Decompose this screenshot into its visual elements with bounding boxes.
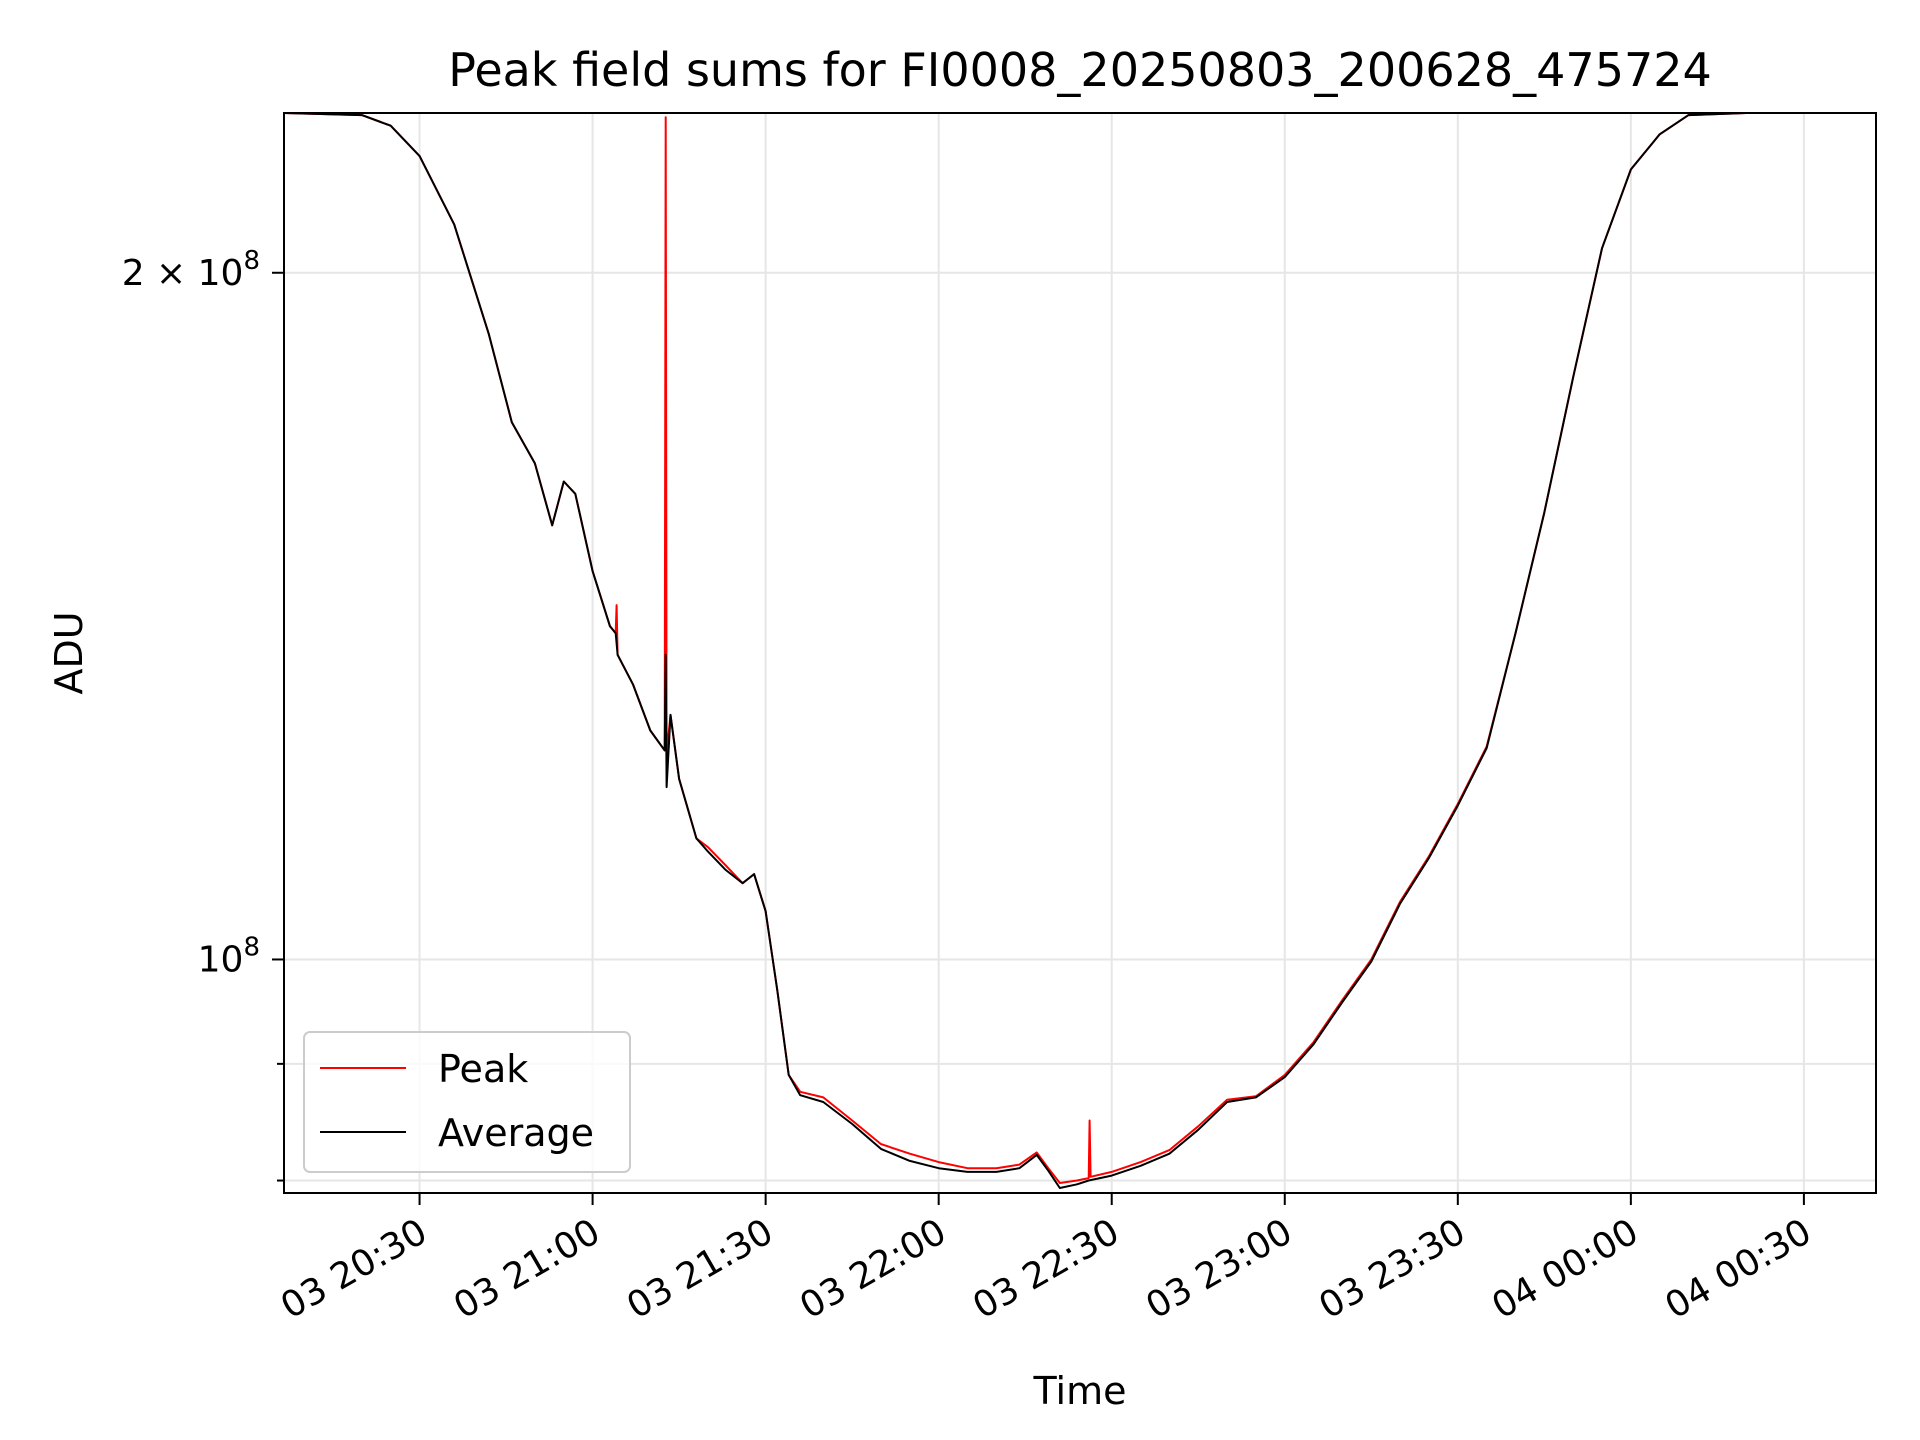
x-tick-label: 03 23:00 bbox=[1139, 1211, 1299, 1327]
x-tick-label: 04 00:30 bbox=[1658, 1211, 1818, 1327]
y-axis-label: ADU bbox=[47, 611, 91, 694]
x-tick-label: 03 23:30 bbox=[1312, 1211, 1472, 1327]
legend-peak-label: Peak bbox=[438, 1047, 528, 1091]
legend: Peak Average bbox=[303, 1031, 631, 1173]
x-tick-label: 03 21:00 bbox=[447, 1211, 607, 1327]
series-lines bbox=[283, 112, 1876, 1189]
x-axis: 03 20:30 03 21:00 03 21:30 03 22:00 03 22:30… bbox=[274, 1193, 1818, 1327]
x-tick-label: 03 22:30 bbox=[966, 1211, 1126, 1327]
x-tick-label: 03 22:00 bbox=[793, 1211, 953, 1327]
y-tick-label: 108 bbox=[198, 932, 260, 980]
plot-frame bbox=[283, 112, 1877, 1194]
y-axis: 2 × 108 108 bbox=[122, 246, 284, 1182]
x-axis-label: Time bbox=[1033, 1369, 1127, 1413]
x-tick-label: 04 00:00 bbox=[1485, 1211, 1645, 1327]
x-tick-label: 03 21:30 bbox=[620, 1211, 780, 1327]
legend-average-label: Average bbox=[438, 1111, 594, 1155]
series-line-average bbox=[283, 112, 1876, 1189]
chart-title: Peak field sums for FI0008_20250803_2006… bbox=[448, 43, 1712, 97]
y-tick-label: 2 × 108 bbox=[122, 246, 260, 294]
x-tick-label: 03 20:30 bbox=[274, 1211, 434, 1327]
